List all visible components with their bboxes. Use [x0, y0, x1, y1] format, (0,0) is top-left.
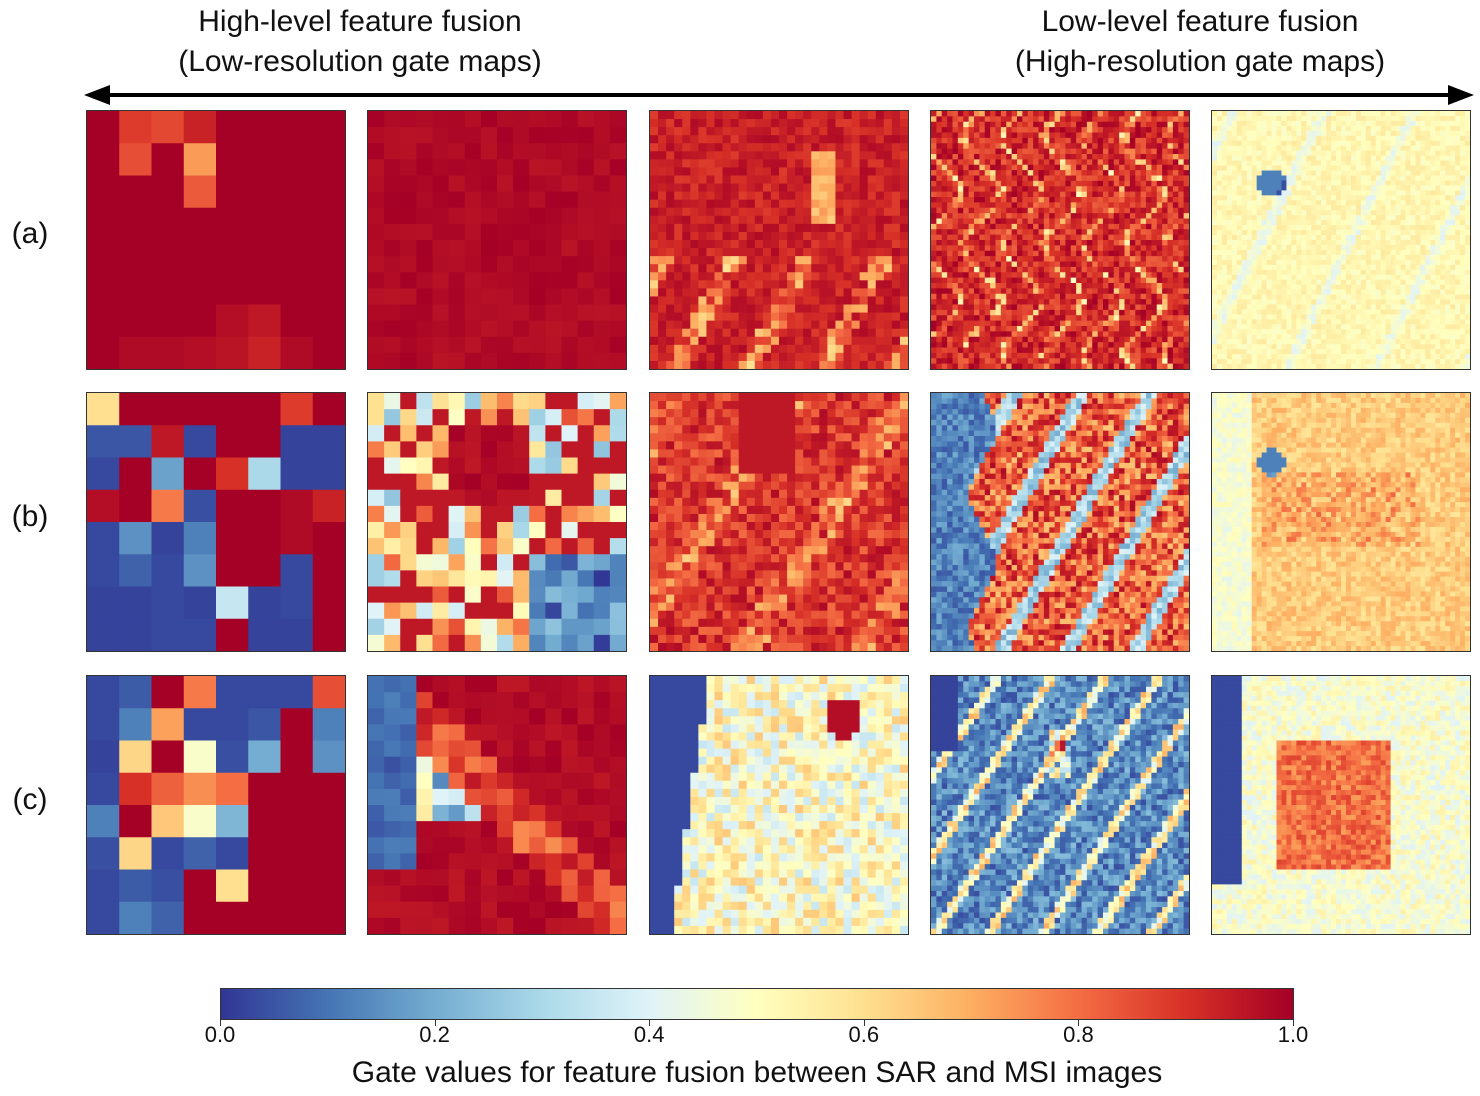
colorbar-tick-label: 0.4 [633, 1022, 665, 1047]
gate-map-a-4 [930, 110, 1190, 370]
colorbar-title: Gate values for feature fusion between S… [351, 1056, 1163, 1089]
gate-map-b-3 [649, 392, 909, 652]
header-high-level: High-level feature fusion (Low-resolutio… [140, 2, 580, 82]
gate-map-c-2 [367, 675, 627, 935]
row-label-a: (a) [11, 217, 49, 250]
colorbar-tick-label: 1.0 [1277, 1022, 1309, 1047]
gate-map-b-1 [86, 392, 346, 652]
header-low-level-subtitle: (High-resolution gate maps) [1014, 45, 1386, 78]
colorbar-tick-label: 0.8 [1063, 1022, 1094, 1047]
colorbar-tick-label: 0.0 [204, 1022, 236, 1047]
colorbar-tick-mark [434, 1020, 436, 1026]
resolution-arrow [84, 85, 1474, 105]
colorbar [220, 988, 1294, 1020]
gate-map-a-2 [367, 110, 627, 370]
row-label-c: (c) [12, 783, 48, 816]
header-high-level-title: High-level feature fusion [198, 5, 522, 38]
colorbar-tick-mark [1293, 1020, 1294, 1026]
colorbar-tick-mark [1078, 1020, 1080, 1026]
colorbar-tick-mark [863, 1020, 865, 1026]
header-low-level-title: Low-level feature fusion [1041, 5, 1359, 38]
gate-map-a-5 [1211, 110, 1471, 370]
gate-map-b-4 [930, 392, 1190, 652]
gate-map-b-5 [1211, 392, 1471, 652]
colorbar-tick-label: 0.2 [419, 1022, 450, 1047]
gate-map-c-3 [649, 675, 909, 935]
gate-map-a-1 [86, 110, 346, 370]
colorbar-tick-label: 0.6 [848, 1022, 880, 1047]
colorbar-tick-mark [220, 1020, 221, 1026]
gate-map-c-4 [930, 675, 1190, 935]
header-high-level-subtitle: (Low-resolution gate maps) [178, 45, 542, 78]
colorbar-tick-mark [649, 1020, 651, 1026]
gate-map-c-5 [1211, 675, 1471, 935]
gate-map-a-3 [649, 110, 909, 370]
row-label-b: (b) [11, 500, 49, 533]
gate-map-c-1 [86, 675, 346, 935]
header-low-level: Low-level feature fusion (High-resolutio… [980, 2, 1420, 82]
gate-map-b-2 [367, 392, 627, 652]
